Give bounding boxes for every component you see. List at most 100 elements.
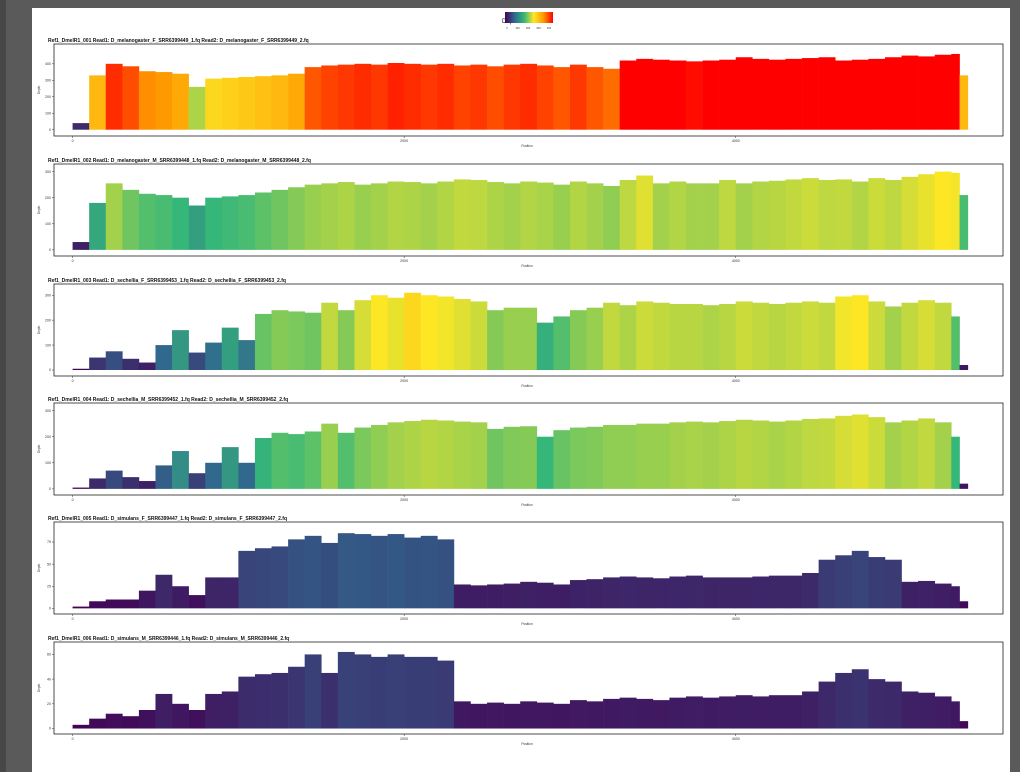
coverage-bar	[619, 179, 637, 250]
x-tick-label: 0	[72, 617, 74, 621]
coverage-bar	[619, 60, 637, 130]
coverage-bar	[818, 57, 836, 130]
coverage-bar	[420, 64, 438, 130]
coverage-bar	[271, 672, 289, 729]
x-tick-label: 4000	[732, 259, 740, 263]
coverage-bar	[959, 601, 969, 609]
coverage-bar	[951, 586, 960, 609]
coverage-bar	[420, 295, 438, 371]
y-axis-label: Depth	[37, 326, 41, 335]
coverage-bar	[453, 584, 471, 609]
coverage-bar	[221, 447, 239, 489]
coverage-bar	[371, 295, 388, 371]
coverage-bar	[752, 302, 770, 371]
coverage-bar	[702, 60, 720, 130]
coverage-bar	[453, 179, 471, 250]
coverage-bar	[437, 660, 455, 729]
window-edge	[0, 0, 6, 772]
coverage-bar	[138, 710, 156, 729]
y-tick-label: 400	[45, 62, 51, 66]
coverage-bar	[669, 60, 687, 130]
coverage-bar	[959, 75, 969, 130]
coverage-bar	[487, 310, 504, 371]
coverage-bar	[503, 703, 521, 729]
y-tick-label: 25	[47, 584, 51, 588]
coverage-bar	[636, 175, 654, 250]
coverage-bar	[470, 179, 488, 250]
coverage-bar	[553, 703, 571, 729]
coverage-bar	[636, 577, 654, 609]
y-axis-label: Depth	[37, 86, 41, 95]
coverage-bar	[951, 701, 960, 729]
coverage-bar	[735, 301, 753, 371]
coverage-bar	[72, 606, 90, 609]
coverage-bar	[735, 57, 753, 130]
coverage-bar	[636, 301, 654, 371]
y-tick-label: 20	[47, 702, 51, 706]
coverage-bar	[735, 183, 753, 250]
coverage-bar	[288, 187, 305, 250]
coverage-bar	[752, 58, 770, 130]
coverage-bar	[172, 197, 189, 250]
coverage-bar	[205, 197, 223, 250]
coverage-bar	[188, 595, 206, 609]
coverage-bar	[288, 434, 305, 489]
coverage-bar	[719, 59, 737, 130]
x-tick-label: 4000	[732, 379, 740, 383]
coverage-bar	[603, 68, 620, 130]
y-tick-label: 60	[47, 653, 51, 657]
coverage-bar	[686, 575, 703, 609]
coverage-bar	[652, 578, 670, 609]
coverage-bar	[735, 419, 753, 489]
coverage-bar	[785, 695, 803, 729]
coverage-bar	[188, 352, 206, 371]
coverage-bar	[951, 436, 960, 489]
coverage-bar	[238, 340, 256, 371]
coverage-bar	[835, 415, 853, 489]
coverage-bar	[752, 576, 770, 609]
coverage-bar	[934, 54, 952, 130]
coverage-bar	[155, 574, 173, 609]
coverage-bar	[901, 176, 919, 250]
coverage-bar	[205, 577, 223, 609]
coverage-bar	[155, 345, 173, 371]
coverage-bar	[652, 423, 670, 489]
coverage-bar	[851, 59, 869, 130]
coverage-bar	[487, 182, 504, 250]
y-axis-label: Depth	[37, 445, 41, 454]
coverage-bar	[304, 67, 322, 130]
coverage-bar	[586, 426, 604, 489]
coverage-bar	[238, 550, 256, 609]
coverage-bar	[371, 424, 388, 489]
coverage-bar	[254, 548, 272, 609]
coverage-bar	[188, 86, 206, 130]
coverage-bar	[72, 487, 90, 489]
coverage-bar	[404, 63, 422, 130]
y-tick-label: 0	[49, 727, 51, 731]
y-tick-label: 50	[47, 562, 51, 566]
y-tick-label: 100	[45, 461, 51, 465]
coverage-bar	[238, 195, 256, 250]
coverage-bar	[337, 310, 355, 371]
coverage-bar	[735, 577, 753, 609]
y-tick-label: 40	[47, 677, 51, 681]
coverage-bar	[752, 696, 770, 729]
coverage-bar	[785, 58, 803, 130]
coverage-bar	[337, 651, 355, 729]
x-axis-label: Position	[521, 264, 533, 268]
coverage-bar	[553, 67, 571, 130]
coverage-bar	[453, 298, 471, 371]
coverage-bar	[520, 63, 538, 130]
coverage-bar	[503, 64, 521, 130]
coverage-bar	[768, 180, 786, 250]
coverage-bar	[221, 196, 239, 250]
panel-title: Ref1_DmelR1_001 Read1: D_melanogaster_F_…	[48, 38, 309, 44]
document-page: Depth0100200300400Ref1_DmelR1_001 Read1:…	[32, 8, 1010, 772]
coverage-bar	[304, 312, 322, 371]
coverage-bar	[470, 64, 488, 130]
legend-tick-label: 100	[515, 26, 520, 30]
coverage-bar	[959, 365, 969, 371]
coverage-bar	[702, 697, 720, 729]
coverage-bar	[288, 73, 305, 130]
coverage-bar	[89, 478, 107, 489]
